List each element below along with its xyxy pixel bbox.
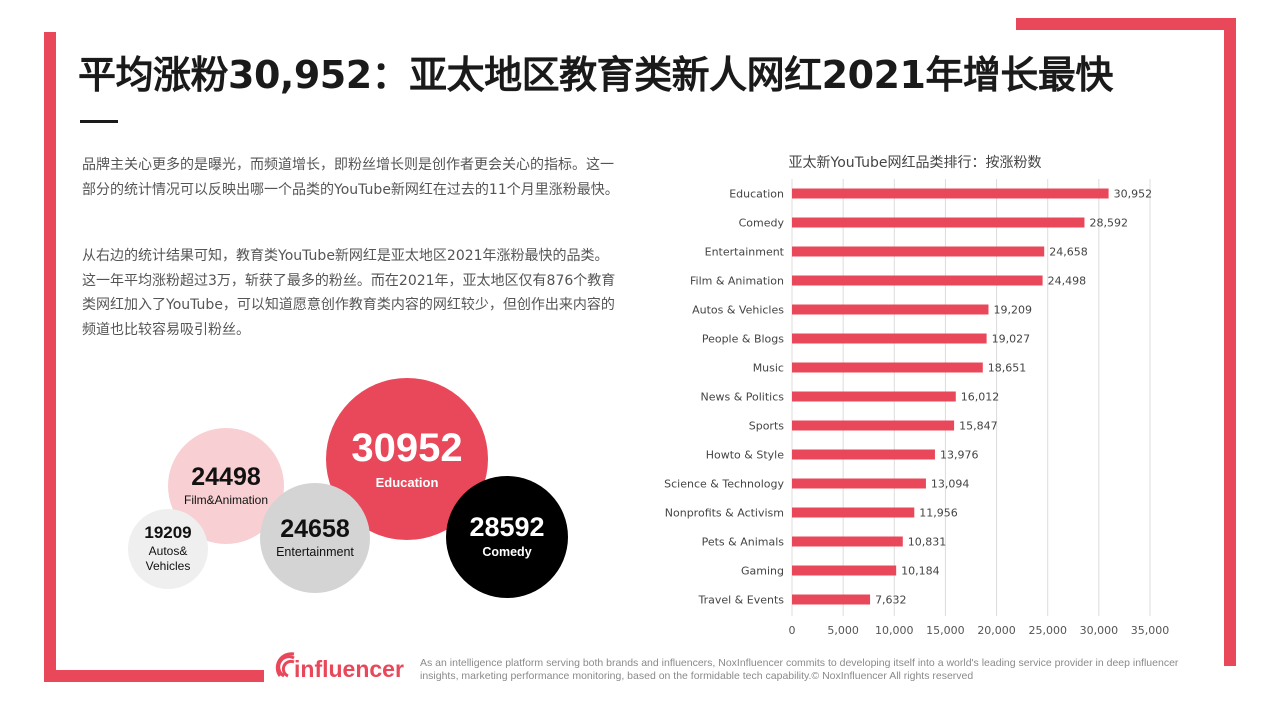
- frame-left-bar: [44, 32, 56, 682]
- page-title: 平均涨粉30,952：亚太地区教育类新人网红2021年增长最快: [78, 53, 1113, 97]
- category-label: Entertainment: [705, 246, 785, 259]
- bar-value-label: 15,847: [959, 420, 998, 433]
- bar-value-label: 13,094: [931, 478, 970, 491]
- category-label: Gaming: [741, 565, 784, 578]
- bubble-autos-vehicles: 19209 Autos& Vehicles: [128, 509, 208, 589]
- bar-value-label: 10,184: [901, 565, 940, 578]
- bar-value-label: 10,831: [908, 536, 947, 549]
- frame-right-bar: [1224, 18, 1236, 666]
- bar-comedy: [792, 217, 1085, 228]
- category-label: Film & Animation: [690, 275, 784, 288]
- category-ranking-chart: 亚太新YouTube网红品类排行：按涨粉数 0 5,000 10,000 15,000…: [664, 155, 1169, 638]
- bubble-entertainment: 24658 Entertainment: [260, 483, 370, 593]
- bar-entertainment: [792, 246, 1045, 257]
- bar-value-label: 7,632: [875, 594, 907, 607]
- chart-labels: 0 5,000 10,000 15,000 20,000 25,000 30,000 35,0…: [664, 188, 1169, 638]
- bar-value-label: 24,498: [1048, 275, 1087, 288]
- category-label: Science & Technology: [664, 478, 784, 491]
- x-tick-label: 15,000: [926, 624, 965, 637]
- bar-value-label: 16,012: [961, 391, 1000, 404]
- x-tick-label: 5,000: [827, 624, 859, 637]
- bar-music: [792, 362, 983, 373]
- bubble-comedy-label: Comedy: [482, 545, 532, 560]
- category-label: Sports: [749, 420, 785, 433]
- bar-education: [792, 188, 1109, 199]
- bar-pets-animals: [792, 536, 903, 547]
- bar-value-label: 19,027: [992, 333, 1031, 346]
- category-label: News & Politics: [700, 391, 784, 404]
- bubble-education-value: 30952: [351, 425, 463, 470]
- bar-nonprofits-activism: [792, 507, 915, 518]
- intro-paragraph-2: 从右边的统计结果可知，教育类YouTube新网红是亚太地区2021年涨粉最快的品…: [82, 248, 616, 338]
- chart-title: 亚太新YouTube网红品类排行：按涨粉数: [789, 155, 1042, 171]
- bar-travel-events: [792, 594, 871, 605]
- bar-value-label: 11,956: [919, 507, 958, 520]
- bar-value-label: 18,651: [988, 362, 1027, 375]
- bar-value-label: 24,658: [1049, 246, 1088, 259]
- x-tick-label: 25,000: [1028, 624, 1067, 637]
- bar-science-technology: [792, 478, 926, 489]
- bar-news-politics: [792, 391, 956, 402]
- x-tick-label: 10,000: [875, 624, 914, 637]
- bar-value-label: 30,952: [1114, 188, 1153, 201]
- footer-tagline: As an intelligence platform serving both…: [420, 657, 1179, 682]
- x-tick-label: 0: [789, 624, 796, 637]
- bubble-film-animation-value: 24498: [191, 462, 261, 491]
- title-underline: [80, 120, 118, 123]
- bar-sports: [792, 420, 955, 431]
- bar-value-label: 28,592: [1089, 217, 1128, 230]
- category-label: Education: [729, 188, 784, 201]
- logo-wordmark: influencer: [294, 656, 404, 682]
- bubble-entertainment-label: Entertainment: [276, 544, 354, 559]
- bar-howto-style: [792, 449, 935, 460]
- bar-gaming: [792, 565, 897, 576]
- bubble-autos-vehicles-label: Autos& Vehicles: [145, 543, 191, 573]
- intro-paragraph-1: 品牌主关心更多的是曝光，而频道增长，即粉丝增长则是创作者更会关心的指标。这一部分…: [82, 157, 619, 198]
- bubble-film-animation-label: Film&Animation: [183, 493, 269, 508]
- frame-top-bar: [1016, 18, 1236, 30]
- bar-autos-vehicles: [792, 304, 989, 315]
- bar-film-animation: [792, 275, 1043, 286]
- category-label: Comedy: [739, 217, 785, 230]
- chart-bars: [792, 188, 1109, 605]
- influencer-logo-icon: influencer: [275, 652, 404, 682]
- bar-value-label: 13,976: [940, 449, 979, 462]
- category-label: Music: [753, 362, 784, 375]
- bubble-comedy: 28592 Comedy: [446, 476, 568, 598]
- category-label: Travel & Events: [697, 594, 784, 607]
- bar-value-label: 19,209: [993, 304, 1032, 317]
- category-label: Howto & Style: [706, 449, 784, 462]
- category-label: People & Blogs: [702, 333, 784, 346]
- bubble-autos-vehicles-value: 19209: [144, 523, 192, 543]
- bar-people-blogs: [792, 333, 987, 344]
- frame-bottom-bar: [44, 670, 264, 682]
- x-tick-label: 35,000: [1131, 624, 1170, 637]
- bubble-education-label: Education: [375, 474, 439, 490]
- category-label: Nonprofits & Activism: [665, 507, 784, 520]
- bubble-entertainment-value: 24658: [280, 514, 350, 543]
- x-tick-label: 30,000: [1080, 624, 1119, 637]
- x-tick-label: 20,000: [977, 624, 1016, 637]
- category-label: Pets & Animals: [702, 536, 785, 549]
- category-label: Autos & Vehicles: [692, 304, 784, 317]
- bubble-comedy-value: 28592: [469, 512, 545, 543]
